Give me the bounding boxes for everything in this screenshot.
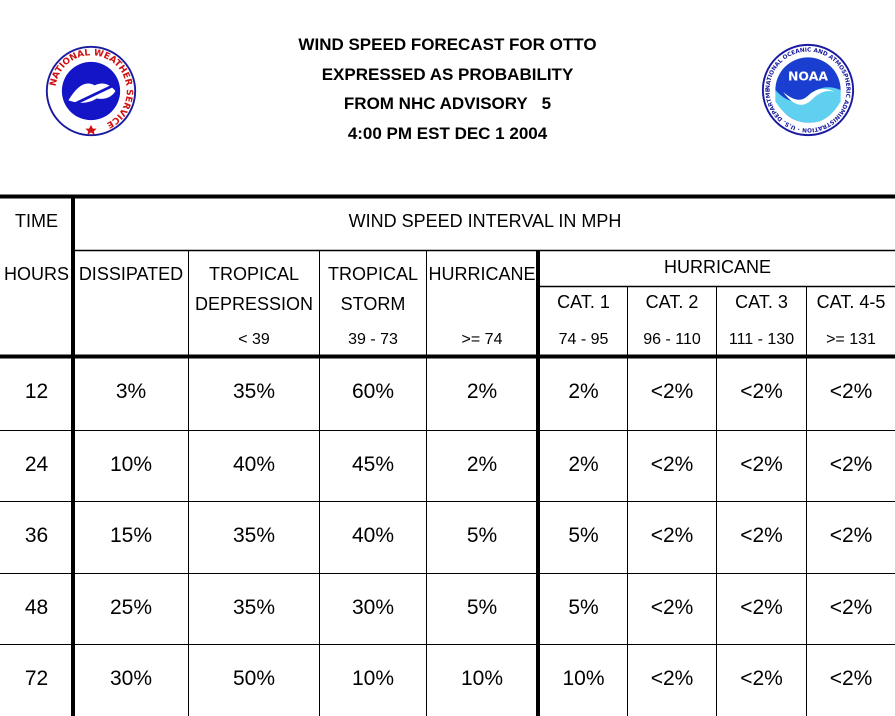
probability-cell: <2%	[829, 524, 873, 547]
row-hour: 12	[24, 380, 49, 403]
probability-cell: 35%	[232, 524, 276, 547]
probability-cell: 2%	[466, 453, 498, 476]
row-hour: 72	[24, 667, 49, 690]
noaa-text: NOAA	[788, 68, 828, 83]
probability-cell: 3%	[115, 380, 147, 403]
col-ts-line2: STORM	[340, 294, 406, 314]
probability-cell: 2%	[568, 453, 599, 476]
probability-cell: 40%	[351, 524, 395, 547]
col-cat2-label: CAT. 2	[645, 292, 699, 312]
col-cat45-label: CAT. 4-5	[816, 292, 886, 312]
noaa-logo-icon: NATIONAL OCEANIC AND ATMOSPHERIC ADMINIS…	[760, 42, 855, 137]
title-line-3: FROM NHC ADVISORY 5	[343, 94, 552, 113]
probability-cell: <2%	[829, 380, 873, 403]
probability-cell: <2%	[650, 380, 694, 403]
probability-cell: 5%	[568, 596, 599, 619]
title-line-4: 4:00 PM EST DEC 1 2004	[347, 123, 548, 143]
probability-cell: <2%	[650, 596, 694, 619]
probability-cell: 30%	[109, 667, 153, 690]
col-cat3-range: 111 - 130	[728, 331, 795, 348]
probability-cell: <2%	[650, 667, 694, 690]
col-dissipated-label: DISSIPATED	[78, 264, 184, 284]
time-label: TIME	[15, 211, 58, 231]
col-td-range: < 39	[238, 331, 270, 348]
nws-logo-icon: NATIONAL WEATHER SERVICE	[45, 45, 137, 137]
col-cat2-range: 96 - 110	[643, 331, 701, 348]
probability-cell: <2%	[829, 596, 873, 619]
col-cat1-label: CAT. 1	[557, 292, 610, 312]
probability-cell: 45%	[351, 453, 395, 476]
col-cat45-range: >= 131	[826, 331, 876, 348]
col-hurricane-range: >= 74	[461, 331, 503, 348]
col-td-line1: TROPICAL	[208, 264, 300, 284]
probability-cell: 30%	[351, 596, 395, 619]
probability-cell: 25%	[109, 596, 153, 619]
col-cat3-label: CAT. 3	[735, 292, 788, 312]
probability-cell: 10%	[351, 667, 395, 690]
row-hour: 24	[24, 453, 49, 476]
col-hurricane-label: HURRICANE	[428, 264, 536, 284]
probability-cell: 15%	[109, 524, 153, 547]
interval-label: WIND SPEED INTERVAL IN MPH	[348, 211, 622, 231]
probability-cell: <2%	[829, 667, 873, 690]
col-cat1-range: 74 - 95	[558, 331, 609, 348]
probability-cell: 35%	[232, 380, 276, 403]
probability-cell: 5%	[466, 524, 498, 547]
probability-cell: <2%	[740, 453, 783, 476]
probability-cell: 50%	[232, 667, 276, 690]
probability-cell: <2%	[740, 380, 783, 403]
probability-cell: 10%	[460, 667, 504, 690]
probability-cell: 5%	[568, 524, 599, 547]
probability-cell: 2%	[466, 380, 498, 403]
probability-cell: <2%	[650, 453, 694, 476]
probability-cell: <2%	[740, 596, 783, 619]
probability-cell: <2%	[829, 453, 873, 476]
col-ts-range: 39 - 73	[348, 331, 398, 348]
probability-cell: <2%	[650, 524, 694, 547]
probability-cell: 35%	[232, 596, 276, 619]
probability-cell: 2%	[568, 380, 599, 403]
title-line-2: EXPRESSED AS PROBABILITY	[321, 64, 574, 84]
probability-cell: <2%	[740, 524, 783, 547]
hours-label: HOURS	[3, 264, 69, 284]
title-line-1: WIND SPEED FORECAST FOR OTTO	[298, 35, 597, 54]
forecast-title: WIND SPEED FORECAST FOR OTTO EXPRESSED A…	[200, 30, 695, 148]
probability-cell: <2%	[740, 667, 783, 690]
col-ts-line1: TROPICAL	[327, 264, 419, 284]
col-td-line2: DEPRESSION	[194, 294, 314, 314]
probability-cell: 60%	[351, 380, 395, 403]
probability-cell: 40%	[232, 453, 276, 476]
row-hour: 36	[24, 524, 49, 547]
probability-cell: 10%	[562, 667, 605, 690]
row-hour: 48	[24, 596, 49, 619]
hurricane-group-label: HURRICANE	[663, 257, 771, 277]
probability-cell: 10%	[109, 453, 153, 476]
probability-cell: 5%	[466, 596, 498, 619]
